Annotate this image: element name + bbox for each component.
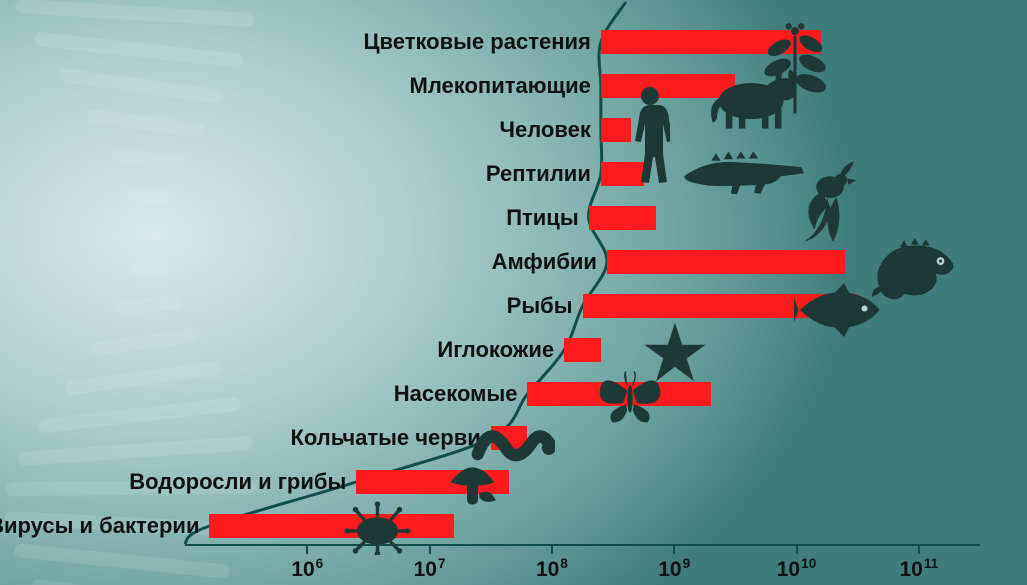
axis-tick-label: 1010: [777, 556, 817, 582]
row-label: Насекомые: [394, 381, 518, 407]
x-axis: [185, 544, 980, 546]
axis-tick-label: 108: [536, 556, 568, 582]
axis-tick-label: 109: [658, 556, 690, 582]
row-label: Рыбы: [507, 293, 573, 319]
chart-row: Вирусы и бактерии: [0, 504, 1027, 548]
chart-row: Амфибии: [0, 240, 1027, 284]
row-label: Человек: [500, 117, 591, 143]
bar: [583, 294, 858, 318]
chart-row: Иглокожие: [0, 328, 1027, 372]
bar: [607, 250, 846, 274]
row-label: Млекопитающие: [410, 73, 591, 99]
axis-tick-label: 1011: [899, 556, 938, 582]
chart-row: Птицы: [0, 196, 1027, 240]
axis-tick: [918, 544, 920, 554]
chart-row: Млекопитающие: [0, 64, 1027, 108]
row-label: Вирусы и бактерии: [0, 513, 199, 539]
chart-row: Человек: [0, 108, 1027, 152]
axis-tick: [673, 544, 675, 554]
bar: [601, 30, 821, 54]
axis-tick: [306, 544, 308, 554]
bar: [209, 514, 454, 538]
row-label: Кольчатые черви: [290, 425, 480, 451]
row-label: Амфибии: [492, 249, 597, 275]
chart-row: Цветковые растения: [0, 20, 1027, 64]
row-label: Птицы: [506, 205, 578, 231]
bar: [601, 118, 632, 142]
bar: [356, 470, 509, 494]
bar: [564, 338, 601, 362]
axis-tick-label: 106: [291, 556, 323, 582]
axis-tick: [429, 544, 431, 554]
chart-row: Кольчатые черви: [0, 416, 1027, 460]
bar-chart: Цветковые растения Млекопитающие Человек Ре…: [0, 0, 1027, 585]
axis-tick: [796, 544, 798, 554]
chart-row: Рептилии: [0, 152, 1027, 196]
bar: [491, 426, 528, 450]
chart-row: Водоросли и грибы: [0, 460, 1027, 504]
row-label: Водоросли и грибы: [129, 469, 346, 495]
row-label: Цветковые растения: [363, 29, 590, 55]
row-label: Рептилии: [486, 161, 591, 187]
bar: [527, 382, 710, 406]
chart-row: Насекомые: [0, 372, 1027, 416]
chart-canvas: Цветковые растения Млекопитающие Человек Ре…: [0, 0, 1027, 585]
bar: [601, 74, 736, 98]
axis-tick: [551, 544, 553, 554]
bar: [589, 206, 656, 230]
axis-tick-label: 107: [414, 556, 446, 582]
row-label: Иглокожие: [437, 337, 554, 363]
bar: [601, 162, 644, 186]
chart-row: Рыбы: [0, 284, 1027, 328]
